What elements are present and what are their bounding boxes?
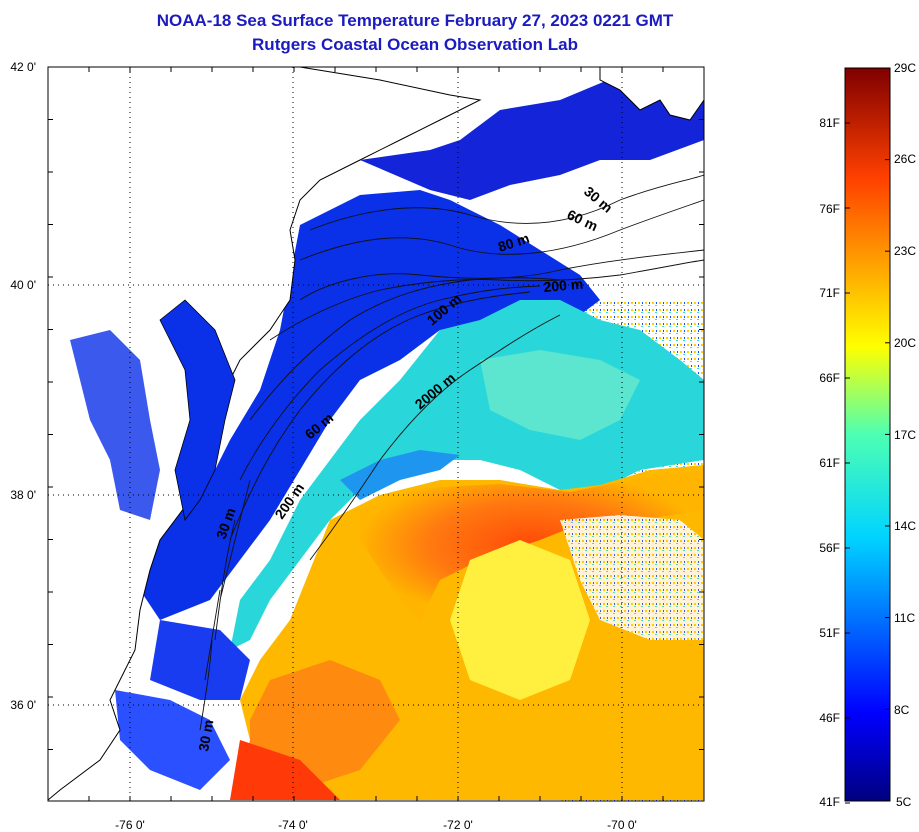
map-subtitle: Rutgers Coastal Ocean Observation Lab: [252, 35, 578, 54]
colorbar-f-label: 41F: [819, 795, 840, 809]
colorbar-c-label: 14C: [894, 519, 916, 533]
lon-label: -72 0': [443, 818, 473, 832]
colorbar-c-label: 17C: [894, 428, 916, 442]
lat-label: 36 0': [10, 698, 36, 712]
colorbar-c-label: 20C: [894, 336, 916, 350]
colorbar-f-label: 81F: [819, 116, 840, 130]
axis-ticks: [47, 66, 705, 801]
colorbar-c-label: 29C: [894, 61, 916, 75]
contour-label: 200 m: [543, 276, 584, 295]
colorbar-ticks: [845, 67, 890, 804]
contour-label: 30 m: [195, 718, 216, 752]
map-title: NOAA-18 Sea Surface Temperature February…: [156, 11, 674, 30]
colorbar-f-label: 76F: [819, 202, 840, 216]
lat-label: 38 0': [10, 488, 36, 502]
colorbar-f-label: 61F: [819, 456, 840, 470]
colorbar-f-label: 51F: [819, 626, 840, 640]
colorbar-c-label: 26C: [894, 152, 916, 166]
colorbar-c-label: 11C: [894, 611, 915, 625]
colorbar-c-label: 23C: [894, 244, 916, 258]
colorbar: [844, 67, 891, 802]
colorbar-f-label: 56F: [819, 541, 840, 555]
lon-label: -76 0': [115, 818, 145, 832]
colorbar-f-label: 71F: [819, 286, 840, 300]
lon-label: -74 0': [278, 818, 308, 832]
lat-label: 40 0': [10, 278, 36, 292]
colorbar-c-label: 8C: [894, 703, 910, 717]
lon-label: -70 0': [607, 818, 637, 832]
colorbar-f-label: 66F: [819, 371, 840, 385]
colorbar-f-label: 46F: [819, 711, 840, 725]
sst-field: 30 m 60 m 80 m 200 m 100 m 2000 m 60 m 2…: [48, 67, 704, 801]
colorbar-c-label: 5C: [896, 795, 912, 809]
lat-label: 42 0': [10, 60, 36, 74]
